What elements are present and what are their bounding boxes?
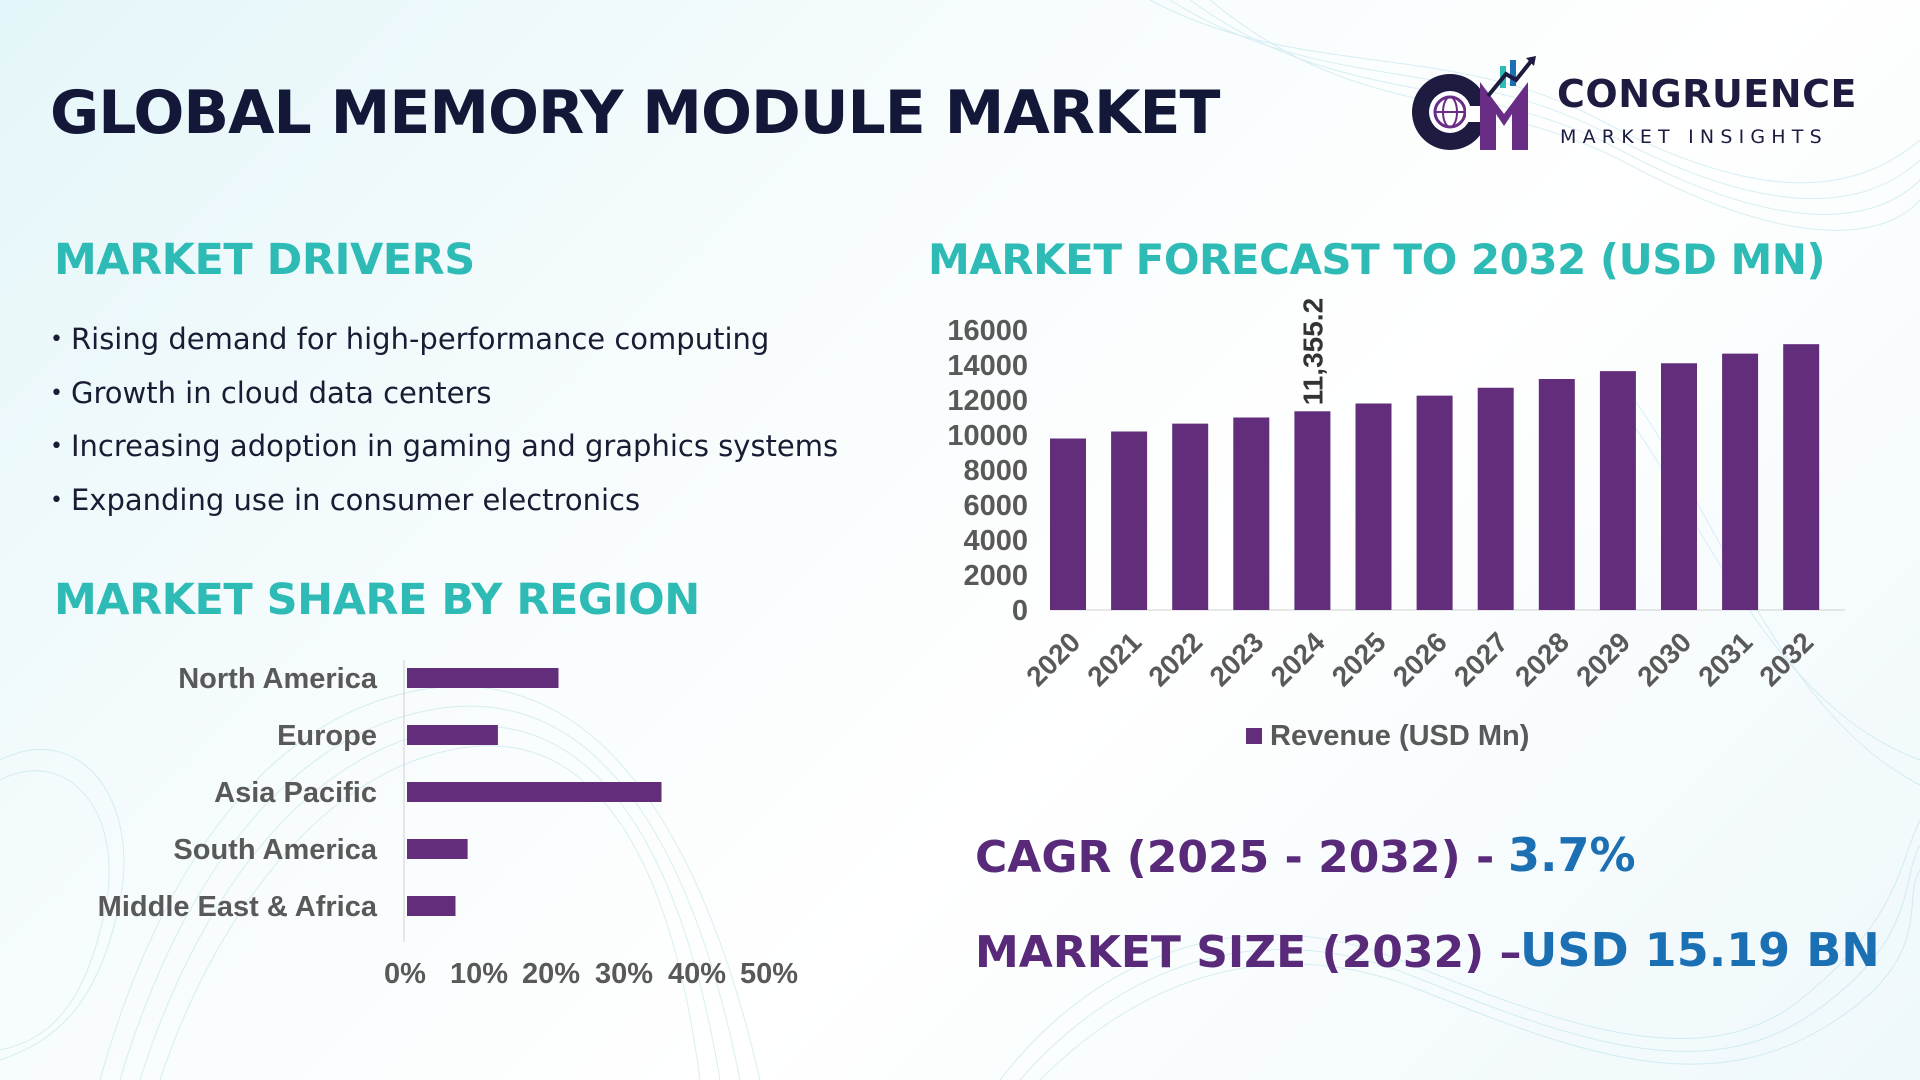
legend-label: Revenue (USD Mn) [1270, 720, 1529, 752]
x-tick-label: 2027 [1448, 626, 1514, 692]
market-size-value: USD 15.19 BN [1520, 923, 1880, 977]
x-tick-label: 2030 [1631, 626, 1697, 692]
brand-logo: CONGRUENCE MARKET INSIGHTS [1402, 52, 1872, 162]
drivers-list: • Rising demand for high-performance comp… [50, 322, 930, 536]
x-tick-label: 2022 [1142, 626, 1208, 692]
driver-item: • Expanding use in consumer electronics [50, 483, 930, 537]
y-tick-label: 14000 [947, 350, 1028, 382]
x-tick-label: 2024 [1265, 626, 1331, 692]
driver-item: • Increasing adoption in gaming and graph… [50, 429, 930, 483]
cagr-label: CAGR (2025 - 2032) - [975, 832, 1495, 883]
brand-tagline: MARKET INSIGHTS [1560, 126, 1828, 148]
x-tick-label: 40% [668, 958, 726, 990]
driver-text: Increasing adoption in gaming and graphi… [70, 429, 839, 463]
driver-text: Growth in cloud data centers [70, 375, 492, 410]
y-tick-label: 4000 [963, 525, 1028, 557]
bullet-icon: • [50, 487, 63, 513]
cagr-value: 3.7% [1508, 828, 1636, 882]
forecast-bar [1477, 387, 1514, 610]
region-bar [407, 782, 662, 802]
region-label: North America [178, 663, 378, 695]
y-tick-label: 2000 [963, 560, 1028, 592]
x-tick-label: 2021 [1081, 626, 1147, 692]
x-tick-label: 20% [522, 958, 580, 990]
logo-mark-icon [1412, 56, 1536, 150]
brand-name: CONGRUENCE [1557, 72, 1857, 116]
x-tick-label: 2028 [1509, 626, 1575, 692]
page-title: GLOBAL MEMORY MODULE MARKET [50, 78, 1220, 148]
x-tick-label: 2020 [1020, 626, 1086, 692]
bullet-icon: • [50, 380, 63, 406]
x-tick-label: 2026 [1387, 626, 1453, 692]
forecast-bar [1355, 403, 1392, 610]
x-tick-label: 0% [384, 958, 426, 990]
forecast-bar [1233, 417, 1270, 610]
x-tick-label: 2029 [1570, 626, 1636, 692]
driver-item: • Rising demand for high-performance comp… [50, 322, 930, 376]
region-bar-chart: North America Europe Asia Pacific South Ame… [98, 660, 798, 990]
data-label: 11,355.2 [1297, 298, 1328, 405]
forecast-bar [1538, 379, 1575, 610]
forecast-bar [1722, 353, 1759, 610]
bullet-icon: • [50, 327, 63, 352]
x-tick-label: 2032 [1753, 626, 1819, 692]
region-bar [407, 725, 498, 745]
region-bar [407, 896, 456, 916]
forecast-title: MARKET FORECAST TO 2032 (USD MN) [928, 235, 1826, 284]
forecast-bar [1111, 431, 1148, 610]
drivers-title: MARKET DRIVERS [54, 235, 475, 285]
x-tick-label: 2025 [1326, 626, 1392, 692]
x-tick-label: 30% [595, 958, 653, 990]
driver-text: Expanding use in consumer electronics [70, 482, 641, 517]
y-tick-label: 6000 [963, 490, 1028, 522]
x-tick-label: 2031 [1692, 626, 1758, 692]
driver-item: • Growth in cloud data centers [50, 376, 930, 430]
x-tick-label: 10% [450, 958, 508, 990]
bullet-icon: • [50, 434, 63, 459]
market-size-label: MARKET SIZE (2032) – [975, 927, 1522, 978]
region-label: Middle East & Africa [98, 891, 378, 923]
x-tick-label: 2023 [1204, 626, 1270, 692]
forecast-bar [1050, 438, 1086, 610]
y-tick-label: 8000 [963, 455, 1028, 487]
y-tick-label: 10000 [947, 420, 1028, 452]
forecast-bar [1599, 371, 1636, 610]
forecast-bar [1783, 344, 1820, 610]
y-tick-label: 0 [1012, 595, 1028, 627]
region-label: South America [173, 834, 377, 866]
region-label: Asia Pacific [214, 777, 377, 809]
forecast-bar [1416, 395, 1453, 610]
driver-text: Rising demand for high-performance compu… [70, 322, 770, 356]
y-tick-label: 16000 [947, 315, 1028, 347]
forecast-bar [1172, 423, 1209, 610]
forecast-bar [1294, 411, 1331, 610]
forecast-bar [1661, 363, 1697, 610]
region-bar [407, 668, 559, 688]
x-tick-label: 50% [740, 958, 798, 990]
region-label: Europe [277, 720, 377, 752]
legend-swatch [1246, 728, 1262, 744]
region-title: MARKET SHARE BY REGION [54, 575, 700, 625]
y-tick-label: 12000 [947, 385, 1028, 417]
region-bar [407, 839, 468, 859]
